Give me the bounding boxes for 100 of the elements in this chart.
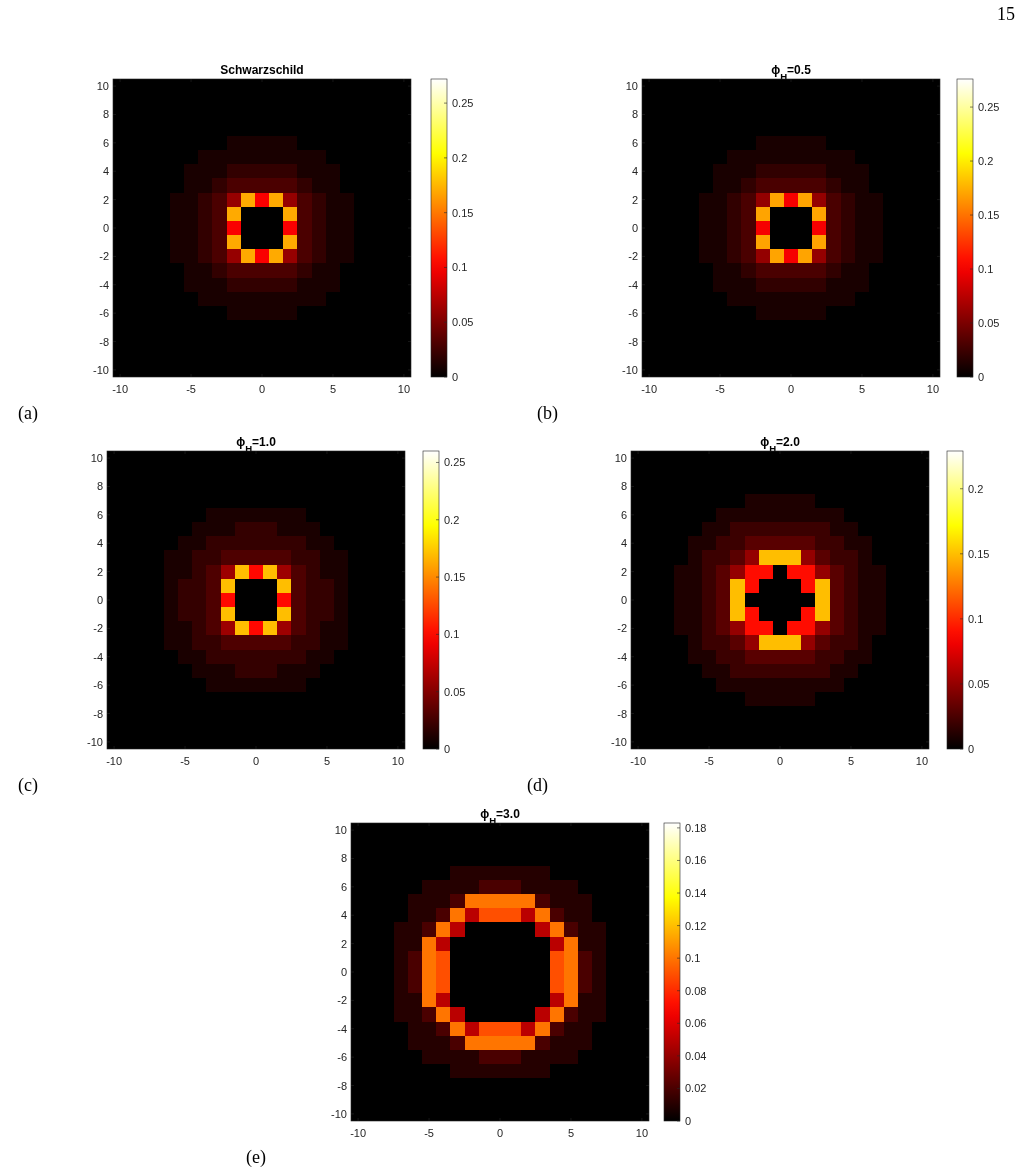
y-tick-label: -6 — [337, 1051, 347, 1064]
y-tick-label: 2 — [102, 193, 109, 206]
color-bar-label: 0.25 — [978, 101, 1000, 114]
color-bar-label: 0.1 — [685, 952, 701, 965]
text: (a) — [18, 403, 38, 424]
y-tick-label: 4 — [96, 537, 103, 550]
color-bar-label: 0.04 — [685, 1049, 707, 1062]
y-tick-label: -10 — [331, 1107, 347, 1120]
x-tick-label: 0 — [258, 383, 266, 395]
x-tick-label: -5 — [704, 755, 714, 767]
x-tick-label: 10 — [926, 383, 940, 395]
x-tick-label: 10 — [915, 755, 929, 767]
y-tick-label: -2 — [337, 994, 347, 1007]
text: (d) — [527, 775, 548, 796]
y-tick-label: -2 — [99, 250, 109, 263]
y-tick-label: -8 — [617, 707, 627, 720]
x-tick-label: 0 — [252, 755, 260, 767]
text: 15 — [997, 4, 1015, 24]
y-tick-label: -10 — [93, 363, 109, 376]
y-tick-label: 0 — [340, 966, 347, 978]
color-bar-label: 0.08 — [685, 984, 707, 997]
y-tick-label: 10 — [625, 80, 638, 93]
color-bar-label: 0.05 — [452, 316, 474, 329]
y-tick-label: 4 — [340, 909, 347, 922]
y-tick-label: 2 — [96, 565, 103, 578]
y-tick-label: -4 — [628, 278, 638, 291]
y-tick-label: -6 — [93, 679, 103, 692]
color-bar-label: 0 — [685, 1115, 692, 1127]
y-tick-label: -6 — [628, 307, 638, 320]
y-tick-label: -4 — [337, 1022, 347, 1035]
y-tick-label: -2 — [628, 250, 638, 263]
x-tick-label: 5 — [323, 755, 331, 767]
x-tick-label: 10 — [391, 755, 405, 767]
y-tick-label: -8 — [93, 707, 103, 720]
y-tick-label: -10 — [87, 735, 103, 748]
y-tick-label: 4 — [102, 165, 109, 178]
color-bar-label: 0 — [452, 371, 459, 383]
y-tick-label: -10 — [611, 735, 627, 748]
y-tick-label: -2 — [93, 622, 103, 635]
color-bar-label: 0.05 — [978, 317, 1000, 330]
y-tick-label: -8 — [628, 335, 638, 348]
color-bar-label: 0 — [978, 371, 985, 383]
y-tick-label: 10 — [96, 80, 109, 93]
text: (e) — [246, 1147, 266, 1168]
x-tick-label: -5 — [424, 1127, 434, 1139]
color-bar-label: 0.25 — [452, 97, 474, 110]
color-bar-label: 0.1 — [968, 612, 984, 625]
y-tick-label: 0 — [631, 222, 638, 234]
color-bar-label: 0.02 — [685, 1082, 707, 1095]
y-tick-label: 8 — [620, 480, 627, 493]
color-bar-label: 0.2 — [978, 155, 994, 168]
x-tick-label: -5 — [186, 383, 196, 395]
color-bar-label: 0.06 — [685, 1017, 707, 1030]
color-bar-label: 0.15 — [444, 571, 466, 584]
y-tick-label: 6 — [620, 508, 627, 521]
y-tick-label: 0 — [96, 594, 103, 606]
y-tick-label: 2 — [631, 193, 638, 206]
y-tick-label: 4 — [631, 165, 638, 178]
chart-title: Schwarzschild — [220, 63, 304, 77]
y-tick-label: -6 — [99, 307, 109, 320]
text: (c) — [18, 775, 38, 796]
color-bar-label: 0.2 — [444, 513, 460, 526]
y-tick-label: 8 — [631, 108, 638, 121]
y-tick-label: 6 — [631, 136, 638, 149]
y-tick-label: -4 — [617, 650, 627, 663]
x-tick-label: 0 — [496, 1127, 504, 1139]
y-tick-label: 10 — [90, 452, 103, 465]
x-tick-label: -10 — [350, 1127, 367, 1139]
color-bar-label: 0.2 — [968, 482, 984, 495]
y-tick-label: 4 — [620, 537, 627, 550]
x-tick-label: 5 — [858, 383, 866, 395]
x-tick-label: -10 — [641, 383, 658, 395]
x-tick-label: 0 — [787, 383, 795, 395]
color-bar-label: 0.15 — [968, 547, 990, 560]
color-bar-label: 0.12 — [685, 919, 707, 932]
y-tick-label: 10 — [614, 452, 627, 465]
y-tick-label: -2 — [617, 622, 627, 635]
y-tick-label: 6 — [102, 136, 109, 149]
x-tick-label: 5 — [847, 755, 855, 767]
color-bar-label: 0.16 — [685, 854, 707, 867]
y-tick-label: 6 — [340, 880, 347, 893]
x-tick-label: -10 — [112, 383, 129, 395]
text: (b) — [537, 403, 558, 424]
color-bar-label: 0.1 — [452, 261, 468, 274]
y-tick-label: -4 — [99, 278, 109, 291]
y-tick-label: -6 — [617, 679, 627, 692]
x-tick-label: 5 — [567, 1127, 575, 1139]
x-tick-label: -5 — [180, 755, 190, 767]
y-tick-label: 8 — [102, 108, 109, 121]
color-bar-label: 0.2 — [452, 151, 468, 164]
color-bar-label: 0 — [444, 743, 451, 755]
y-tick-label: -8 — [337, 1079, 347, 1092]
y-tick-label: 2 — [620, 565, 627, 578]
x-tick-label: 10 — [397, 383, 411, 395]
color-bar-label: 0.1 — [444, 628, 460, 641]
y-tick-label: 0 — [102, 222, 109, 234]
color-bar-label: 0.05 — [444, 685, 466, 698]
color-bar-label: 0.05 — [968, 677, 990, 690]
x-tick-label: -5 — [715, 383, 725, 395]
color-bar-label: 0.15 — [978, 209, 1000, 222]
